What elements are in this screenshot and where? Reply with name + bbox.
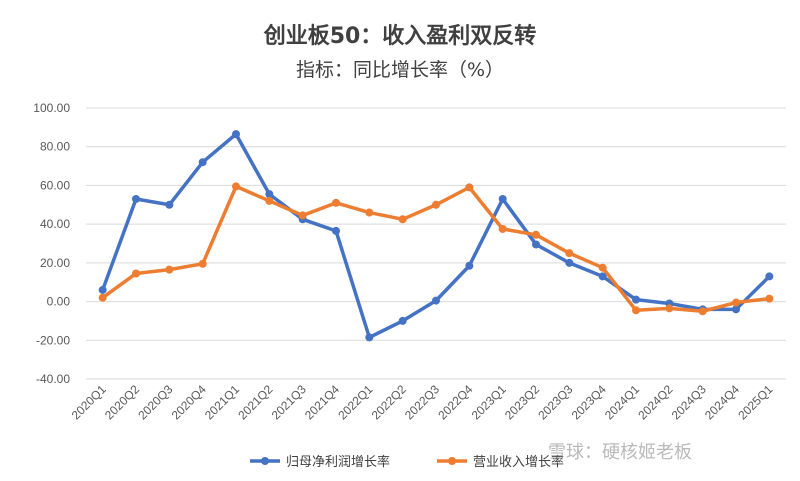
x-tick-label: 2022Q1: [335, 382, 375, 422]
gridlines: [86, 107, 786, 380]
data-point: [132, 194, 140, 203]
legend-label-2: 营业收入增长率: [473, 454, 564, 470]
x-tick-label: 2022Q3: [402, 382, 442, 422]
y-tick-label: 60.00: [40, 178, 70, 192]
data-point: [565, 258, 574, 267]
data-point: [298, 211, 307, 220]
data-point: [165, 200, 174, 209]
data-point: [732, 305, 740, 314]
legend-label-1: 归母净利润增长率: [286, 454, 390, 470]
x-tick-label: 2020Q3: [135, 382, 175, 422]
y-axis: 100.00 80.00 60.00 40.00 20.00 0.00 -20.00 -40.…: [33, 101, 70, 386]
y-tick-label: 0.00: [47, 295, 71, 309]
watermark: 雪球：硬核姬老板: [548, 442, 692, 463]
x-tick-label: 2020Q2: [102, 382, 142, 422]
legend-marker: [261, 457, 269, 465]
x-tick-label: 2023Q3: [535, 382, 575, 422]
data-point: [632, 295, 640, 304]
data-point: [232, 130, 240, 139]
x-tick-label: 2025Q1: [735, 382, 775, 422]
data-point: [398, 316, 407, 325]
x-tick-label: 2024Q2: [635, 382, 675, 422]
data-point: [498, 194, 507, 203]
data-point: [132, 269, 140, 278]
data-point: [198, 158, 207, 167]
data-point: [332, 198, 340, 207]
x-tick-label: 2024Q4: [702, 382, 742, 422]
x-tick-label: 2022Q4: [435, 382, 475, 422]
data-point: [398, 215, 407, 224]
x-axis: 2020Q12020Q22020Q32020Q42021Q12021Q22021…: [69, 382, 776, 422]
x-tick-label: 2022Q2: [369, 382, 409, 422]
x-tick-label: 2024Q3: [669, 382, 709, 422]
data-point: [198, 259, 207, 268]
x-tick-label: 2024Q1: [602, 382, 642, 422]
y-tick-label: 20.00: [40, 256, 70, 270]
data-point: [765, 272, 774, 281]
data-point: [98, 293, 107, 302]
x-tick-label: 2023Q4: [569, 382, 609, 422]
legend-marker: [448, 457, 456, 465]
data-point: [265, 190, 274, 199]
data-point: [665, 304, 674, 313]
data-point: [98, 285, 107, 294]
data-point: [698, 307, 707, 316]
data-point: [232, 182, 240, 191]
data-point: [565, 249, 574, 258]
data-point: [165, 265, 174, 274]
data-point: [532, 240, 540, 249]
chart-subtitle: 指标：同比增长率（%）: [295, 59, 505, 81]
x-tick-label: 2021Q3: [269, 382, 309, 422]
data-point: [265, 196, 274, 205]
data-point: [432, 200, 440, 209]
y-tick-label: 80.00: [40, 140, 70, 154]
x-tick-label: 2021Q4: [302, 382, 342, 422]
x-tick-label: 2021Q2: [235, 382, 275, 422]
y-tick-label: 100.00: [33, 101, 70, 115]
data-point: [365, 333, 374, 342]
chart-title: 创业板50：收入盈利双反转: [263, 24, 537, 49]
y-tick-label: -40.00: [36, 372, 70, 386]
data-point: [465, 183, 474, 192]
y-tick-label: 40.00: [40, 217, 70, 231]
data-point: [532, 230, 540, 239]
x-tick-label: 2021Q1: [202, 382, 242, 422]
data-point: [632, 306, 640, 315]
x-tick-label: 2023Q1: [469, 382, 509, 422]
x-tick-label: 2020Q1: [69, 382, 109, 422]
legend: 归母净利润增长率 营业收入增长率: [250, 454, 564, 470]
x-tick-label: 2020Q4: [169, 382, 209, 422]
data-point: [598, 263, 607, 272]
data-point: [332, 226, 340, 235]
data-point: [765, 294, 774, 303]
x-tick-label: 2023Q2: [502, 382, 542, 422]
y-tick-label: -20.00: [36, 333, 70, 347]
data-point: [365, 208, 374, 217]
data-point: [432, 296, 440, 305]
data-point: [732, 298, 740, 307]
series-layer: [98, 130, 774, 342]
data-point: [465, 261, 474, 270]
data-point: [498, 224, 507, 233]
data-point: [598, 272, 607, 281]
